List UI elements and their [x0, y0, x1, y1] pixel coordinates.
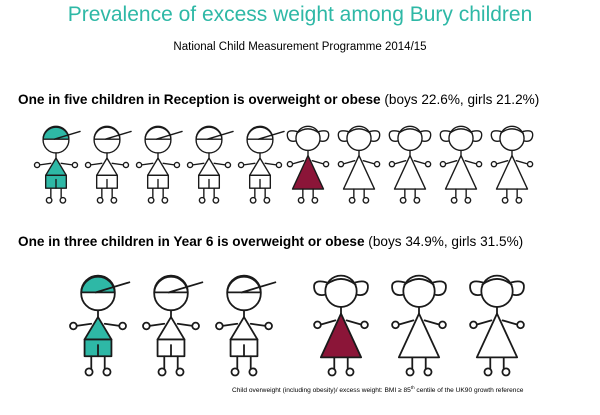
footnote-superscript: th: [410, 385, 415, 390]
girl-figure: [461, 270, 533, 382]
page-title: Prevalence of excess weight among Bury c…: [67, 3, 533, 26]
girl-figure: [486, 122, 538, 208]
reception-heading: One in five children in Reception is ove…: [18, 92, 598, 107]
boy-figure: [208, 270, 280, 382]
girl-figure: [384, 122, 436, 208]
year6-headline: One in three children in Year 6 is overw…: [18, 234, 365, 249]
girl-figure-highlighted: [305, 270, 377, 382]
boy-figure: [234, 122, 286, 208]
boy-figure-highlighted: [62, 270, 134, 382]
girl-figure: [333, 122, 385, 208]
girl-figure: [383, 270, 455, 382]
footnote-text-end: centile of the UK90 growth reference: [414, 387, 524, 395]
boy-figure-highlighted: [30, 122, 82, 208]
boy-figure: [132, 122, 184, 208]
reception-headline: One in five children in Reception is ove…: [18, 92, 381, 107]
reception-detail: (boys 22.6%, girls 21.2%): [384, 92, 540, 107]
girl-figure: [435, 122, 487, 208]
boy-figure: [183, 122, 235, 208]
page-subtitle: National Child Measurement Programme 201…: [173, 41, 427, 53]
year6-detail: (boys 34.9%, girls 31.5%): [368, 234, 524, 249]
boy-figure: [81, 122, 133, 208]
year6-heading: One in three children in Year 6 is overw…: [18, 234, 598, 249]
footnote-text: Child overweight (including obesity)/ ex…: [232, 387, 411, 395]
footnote: Child overweight (including obesity)/ ex…: [232, 385, 523, 394]
girl-figure-highlighted: [282, 122, 334, 208]
boy-figure: [135, 270, 207, 382]
